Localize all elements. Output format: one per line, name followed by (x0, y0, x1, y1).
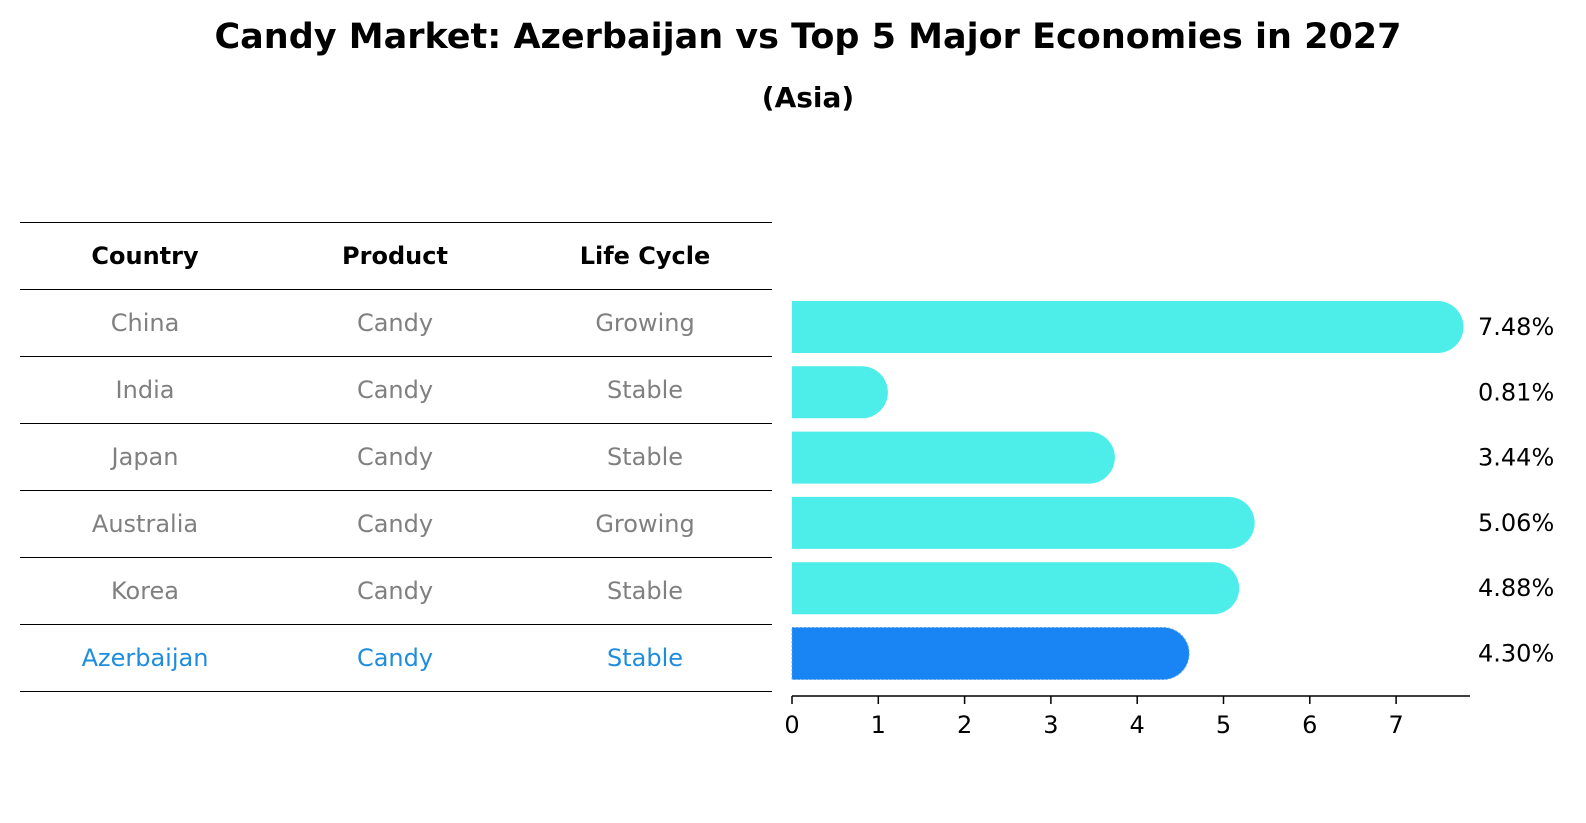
bar-india (792, 366, 888, 419)
cell-product: Candy (356, 309, 434, 337)
table-header-row: Country Product Life Cycle (20, 222, 772, 289)
table-row: Australia Candy Growing (20, 490, 772, 557)
bar-australia (792, 496, 1255, 549)
header-country: Country (91, 242, 199, 270)
header-life-cycle: Life Cycle (579, 242, 711, 270)
value-label: 3.44% (1478, 444, 1554, 472)
cell-country: Australia (91, 510, 199, 538)
x-tick-label: 4 (1130, 711, 1145, 739)
bar-azerbaijan (791, 627, 1190, 680)
header-product: Product (342, 242, 448, 270)
value-label: 0.81% (1478, 378, 1554, 406)
table-row: China Candy Growing (20, 289, 772, 356)
x-tick-label: 0 (784, 711, 799, 739)
data-table: Country Product Life Cycle China Candy G… (20, 222, 772, 692)
cell-product: Candy (356, 510, 434, 538)
cell-life-cycle: Stable (606, 443, 684, 471)
bar-japan (792, 431, 1115, 484)
cell-country: China (110, 309, 180, 337)
table-row-highlight: Azerbaijan Candy Stable (20, 624, 772, 692)
cell-product: Candy (356, 644, 434, 672)
table-row: Japan Candy Stable (20, 423, 772, 490)
cell-country: Korea (110, 577, 180, 605)
table-row: Korea Candy Stable (20, 557, 772, 624)
cell-life-cycle: Stable (606, 577, 684, 605)
cell-life-cycle: Growing (595, 510, 695, 538)
x-tick-label: 6 (1302, 711, 1317, 739)
bar-china (792, 301, 1464, 353)
bar-korea (792, 562, 1240, 615)
cell-life-cycle: Stable (606, 644, 684, 672)
x-tick-label: 5 (1216, 711, 1231, 739)
table-row: India Candy Stable (20, 356, 772, 423)
chart-subtitle: (Asia) (761, 81, 855, 114)
x-tick-label: 2 (957, 711, 972, 739)
x-tick-label: 7 (1388, 711, 1403, 739)
cell-product: Candy (356, 577, 434, 605)
cell-life-cycle: Stable (606, 376, 684, 404)
cell-country: Japan (111, 443, 179, 471)
value-label: 7.48% (1478, 313, 1554, 341)
value-label: 4.88% (1478, 574, 1554, 602)
value-label: 5.06% (1478, 509, 1554, 537)
value-label: 4.30% (1478, 640, 1554, 668)
cell-country: India (115, 376, 175, 404)
cell-product: Candy (356, 443, 434, 471)
cell-life-cycle: Growing (595, 309, 695, 337)
cell-country: Azerbaijan (81, 644, 209, 672)
cell-product: Candy (356, 376, 434, 404)
chart-title: Candy Market: Azerbaijan vs Top 5 Major … (214, 17, 1402, 57)
x-tick-label: 1 (871, 711, 886, 739)
x-tick-label: 3 (1043, 711, 1058, 739)
